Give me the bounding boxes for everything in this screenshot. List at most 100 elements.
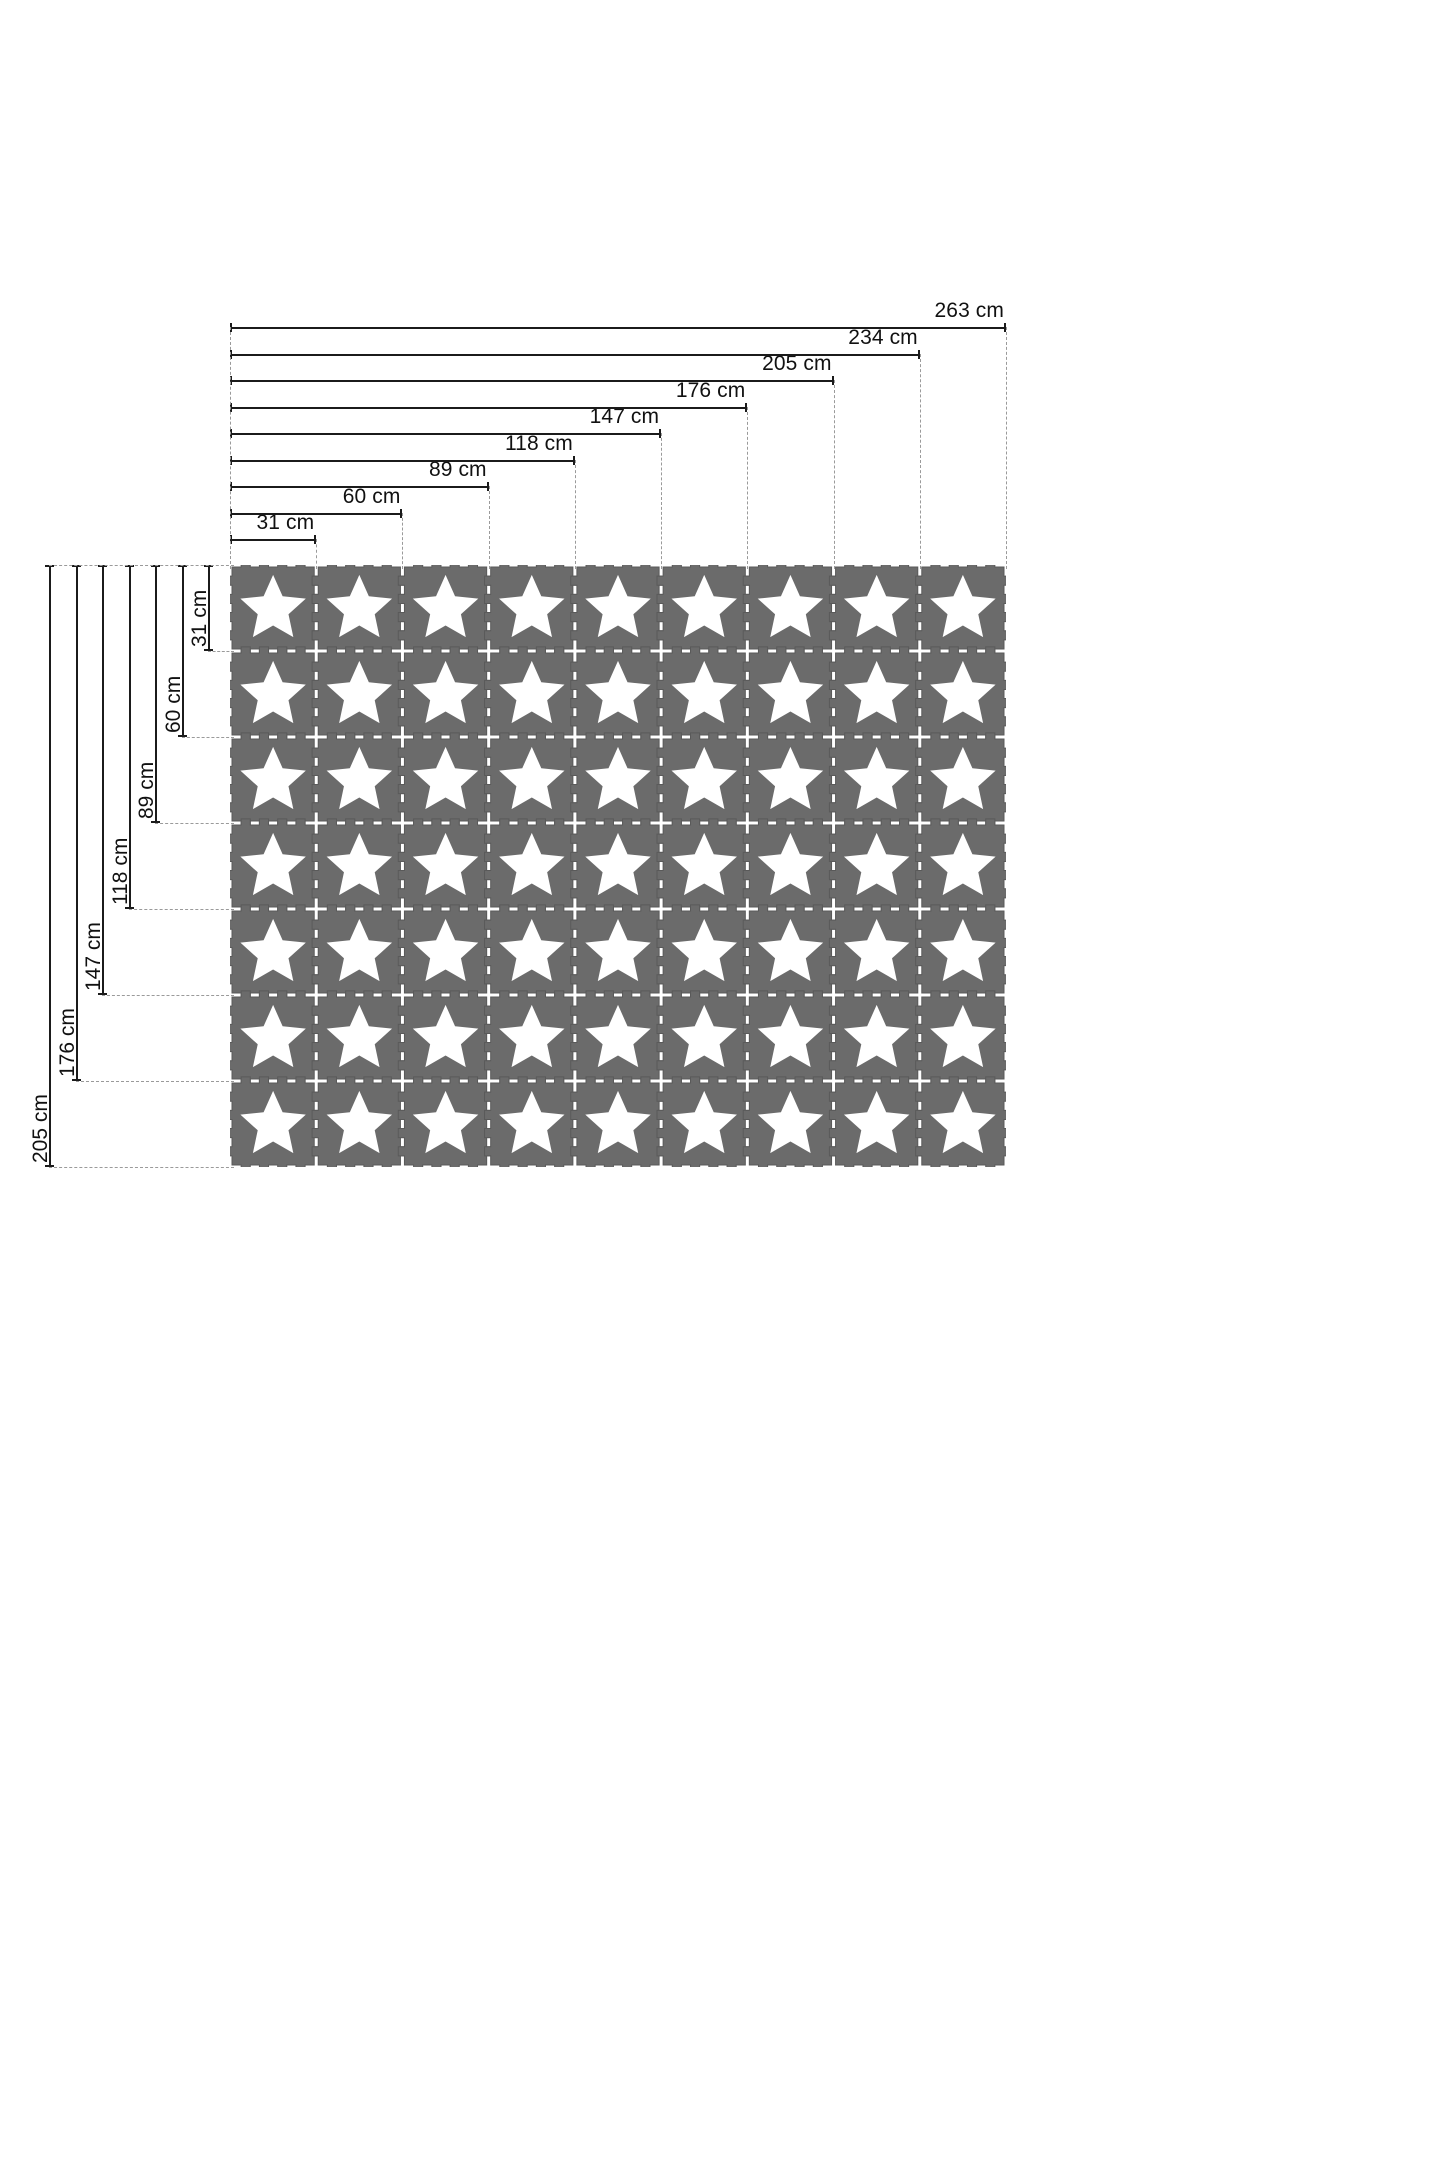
dimension-cap-bottom [98,993,107,995]
mat-tile [311,732,408,828]
star-icon [412,832,479,896]
star-icon [585,660,651,724]
width-dimension-label: 118 cm [504,431,573,455]
dimension-bar [230,327,1006,329]
dimension-cap-left [230,508,232,518]
dimension-bar [230,433,662,435]
mat-tile [915,990,1006,1086]
star-icon [757,574,824,638]
dimension-cap-right [1004,323,1006,332]
mat-tile [742,818,839,914]
mat-tile [915,732,1006,828]
star-icon [930,746,996,810]
mat-tile [397,732,494,828]
star-icon [412,1090,479,1154]
mat-tile [742,646,839,742]
mat-tile [230,646,321,742]
dimension-cap-top [177,565,187,567]
dimension-cap-right [486,482,489,491]
dimension-cap-bottom [124,907,134,909]
width-origin-extension-line [230,327,231,569]
mat-tile [230,818,321,914]
star-icon [671,1004,737,1068]
dimension-bar [230,353,920,356]
star-icon [326,1090,393,1154]
star-icon [930,918,996,982]
width-extension-line [402,512,404,569]
star-icon [671,574,737,638]
star-icon [240,832,306,896]
star-icon [412,918,479,982]
star-icon [499,1090,565,1154]
star-icon [585,1090,651,1154]
dimension-cap-top [71,565,81,567]
dimension-bar [181,565,184,737]
width-dimension-label: 234 cm [848,325,918,349]
mat-tile [570,565,666,656]
width-extension-line [316,539,318,569]
star-icon [843,746,910,810]
dimension-bar [230,459,575,462]
mat-grid [230,565,1006,1167]
dimension-bar [49,565,51,1167]
star-icon [499,832,565,896]
width-dimension-label: 60 cm [342,484,401,508]
dimension-cap-left [230,455,232,465]
star-icon [757,1004,824,1068]
puzzle-mat [230,565,1006,1167]
mat-tile [397,646,494,742]
star-icon [843,832,910,896]
dimension-cap-top [204,565,213,567]
star-icon [412,574,479,638]
dimension-cap-bottom [151,821,160,823]
mat-tile [484,818,580,914]
mat-tile [311,904,408,1000]
width-extension-line [661,433,663,569]
star-icon [671,918,737,982]
star-icon [930,1004,996,1068]
width-dimension-label: 31 cm [256,511,315,534]
width-extension-line [488,486,490,569]
mat-tile [828,1076,925,1167]
dimension-cap-right [572,455,575,465]
star-icon [843,918,910,982]
star-icon [757,746,824,810]
mat-tile [397,565,494,656]
mat-tile [915,646,1006,742]
mat-tile [311,818,408,914]
star-icon [930,1090,996,1154]
dimension-bar [230,406,748,409]
height-dimension-label: 176 cm [55,1008,79,1077]
star-icon [240,1004,306,1068]
star-icon [930,832,996,896]
dimension-cap-right [745,402,748,412]
mat-tile [915,565,1006,656]
star-icon [757,1090,824,1154]
star-icon [499,660,565,724]
mat-tile [230,904,321,1000]
width-dimension-label: 89 cm [428,458,487,481]
star-icon [326,574,393,638]
dimension-cap-top [98,565,107,567]
dimension-cap-left [230,323,232,332]
height-origin-extension-line [49,565,234,566]
mat-tile [484,990,580,1086]
height-dimension-label: 31 cm [188,589,211,647]
mat-tile [397,904,494,1000]
star-icon [585,1004,651,1068]
star-icon [843,660,910,724]
mat-tile [311,990,408,1086]
dimension-bar [208,565,210,651]
mat-tile [570,904,666,1000]
dimension-bar [102,565,104,995]
star-icon [412,746,479,810]
dimension-cap-right [659,429,662,438]
height-extension-line [181,737,234,738]
height-dimension-label: 89 cm [135,761,158,819]
dimension-cap-bottom [204,649,213,651]
mat-tile [656,818,752,914]
mat-tile [742,990,839,1086]
dimension-cap-right [400,508,403,518]
mat-tile [656,565,752,656]
